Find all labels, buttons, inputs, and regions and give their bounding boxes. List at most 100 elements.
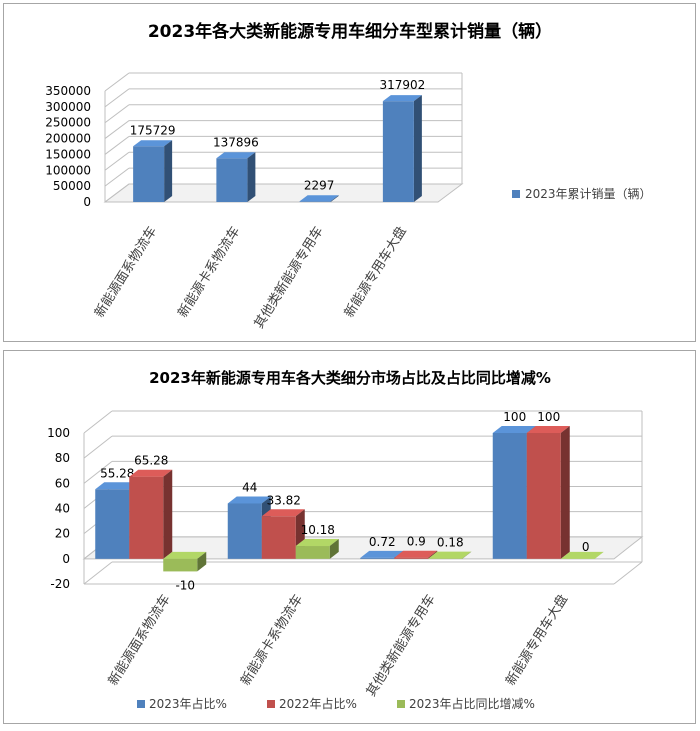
chart1-bar (133, 140, 173, 202)
chart2-bar (394, 550, 438, 559)
chart2-title: 2023年新能源专用车各大类细分市场占比及占比同比增减% (149, 369, 551, 387)
chart1-y-tick: 50000 (53, 179, 91, 193)
chart2-bar-top (526, 426, 570, 433)
chart2-y-tick: -20 (50, 577, 70, 591)
chart1-grid-diag (104, 183, 130, 203)
chart2-legend-label: 2023年占比% (149, 696, 227, 711)
chart2-bar-side (163, 469, 173, 559)
chart1-category-label: 新能源卡系物流车 (175, 224, 244, 321)
chart2-category-label: 新能源卡系物流车 (237, 592, 306, 689)
chart2-bar-top (295, 539, 339, 547)
chart2-category-label: 其他类新能源专用车 (363, 592, 439, 700)
chart1-grid-diag (104, 151, 130, 171)
chart2-bar (526, 426, 570, 559)
chart2-bar-side (560, 426, 570, 559)
chart1-y-tick: 150000 (45, 147, 91, 161)
chart1-y-tick: 100000 (45, 163, 91, 177)
chart2-bar-top (560, 551, 604, 559)
chart2-bar-side (197, 551, 207, 572)
chart2-data-label: 10.18 (301, 523, 335, 537)
chart2-data-label: -10 (175, 578, 195, 592)
chart2-data-label: 44 (242, 480, 257, 494)
chart1-bar-top (133, 140, 173, 147)
chart2-data-label: 33.82 (267, 493, 301, 507)
chart2-bar-side (428, 550, 438, 559)
chart1-y-tick: 250000 (45, 116, 91, 130)
chart2-bar-front (295, 546, 330, 559)
chart2-y-tick: 80 (55, 451, 70, 465)
chart2-grid-diag (83, 460, 113, 484)
chart1-category-label: 其他类新能源专用车 (251, 224, 327, 332)
chart1-grid-diag (104, 167, 130, 187)
chart2-bar-front (227, 503, 262, 559)
chart1-grid-diag (104, 104, 130, 124)
chart2-grid-diag (83, 410, 113, 434)
chart2-bar-front (261, 516, 296, 559)
chart2-category-label: 新能源专用车大盘 (502, 592, 571, 689)
chart2-bar-top (227, 496, 271, 504)
chart2-bar (129, 469, 173, 559)
chart1-category-label: 新能源专用车大盘 (341, 224, 410, 321)
chart1-bar (299, 195, 339, 202)
chart2-bar-top (360, 550, 404, 558)
chart1-category-label: 新能源面系物流车 (91, 224, 160, 321)
chart1-bar-side (164, 140, 173, 202)
chart1-data-label: 175729 (130, 123, 176, 137)
chart2-bar-top (394, 550, 438, 558)
chart1-y-tick: 350000 (45, 84, 91, 98)
chart2-data-label: 100 (537, 410, 560, 424)
chart2-bar-front (163, 558, 198, 572)
chart2-bar-front (360, 557, 395, 559)
chart1-bar (216, 152, 256, 202)
chart2-y-tick: 0 (62, 552, 70, 566)
chart2-y-tick: 40 (55, 502, 70, 516)
chart1-bar-side (247, 152, 256, 202)
chart1-y-tick: 200000 (45, 132, 91, 146)
chart2-bar-side (462, 551, 472, 559)
chart1-grid-diag (104, 88, 130, 108)
chart2-legend-label: 2023年占比同比增减% (409, 696, 535, 711)
chart1-bar-top (382, 95, 422, 102)
chart1-legend: 2023年累计销量（辆） (512, 187, 652, 201)
chart2-bar-top (163, 551, 207, 559)
chart2-bar (428, 551, 472, 559)
chart1-data-label: 137896 (213, 135, 259, 149)
chart2-legend-label: 2022年占比% (279, 696, 357, 711)
chart2-grid-diag (83, 561, 113, 585)
chart2-bar (295, 539, 339, 559)
chart1-grid-diag (104, 72, 130, 92)
chart1-bar-front (382, 101, 414, 202)
chart2-bar-top (492, 426, 536, 433)
chart2-bar-front (129, 476, 164, 559)
chart2-data-label: 0.72 (369, 535, 396, 549)
sales-chart: 2023年各大类新能源专用车细分车型累计销量（辆） 0 50000 100000 150… (45, 21, 652, 332)
chart1-y-tick: 300000 (45, 100, 91, 114)
chart2-bottom-right (613, 561, 643, 585)
chart2-y-tick: 100 (47, 426, 70, 440)
chart-panel-share: 2023年新能源专用车各大类细分市场占比及占比同比增减% -20 0 20 40 60 80… (3, 350, 696, 724)
chart2-bar-front (492, 433, 527, 559)
chart1-bar-side (413, 95, 422, 202)
chart1-bar-front (133, 146, 165, 202)
chart2-y-tick: 60 (55, 476, 70, 490)
chart1-grid-diag (104, 120, 130, 139)
chart1-data-label: 317902 (379, 78, 425, 92)
chart1-bar (382, 95, 422, 202)
chart2-bar-top (95, 482, 139, 490)
share-chart: 2023年新能源专用车各大类细分市场占比及占比同比增减% -20 0 20 40 60 80… (47, 369, 644, 711)
chart1-grid-diag (104, 136, 130, 155)
chart1-bar-top (216, 152, 256, 159)
chart2-data-label: 0.9 (407, 535, 426, 549)
chart2-legend-swatch (397, 700, 405, 708)
chart2-data-label: 100 (503, 410, 526, 424)
chart2-legend-swatch (137, 700, 145, 708)
chart1-bar-top (299, 195, 339, 202)
chart2-legend-swatch (267, 700, 275, 708)
chart2-bar (163, 551, 207, 572)
chart-panel-sales: 2023年各大类新能源专用车细分车型累计销量（辆） 0 50000 100000 150… (3, 3, 696, 342)
chart1-bar-front (299, 201, 331, 202)
chart1-legend-swatch (512, 190, 520, 198)
chart2-grid-diag (83, 435, 113, 459)
chart2-bar-top (428, 551, 472, 559)
chart2-bar-front (95, 489, 130, 559)
